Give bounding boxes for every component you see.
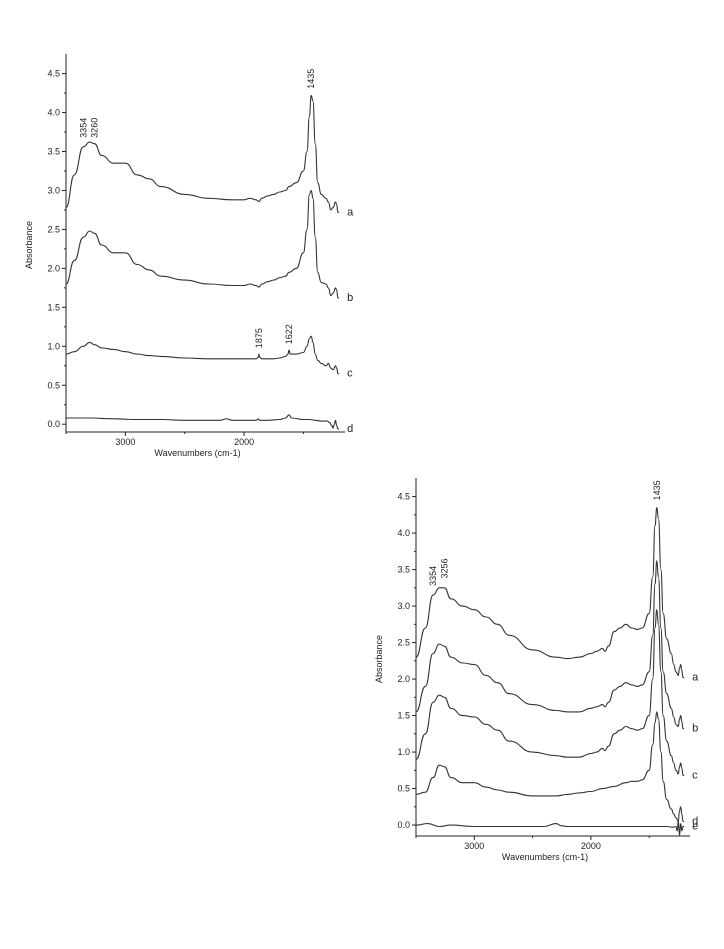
peak-label: 1875: [254, 328, 264, 348]
y-tick-label: 2.5: [47, 224, 60, 234]
series-c-label: c: [347, 368, 353, 380]
series-e-label: e: [692, 821, 698, 833]
series-d-curve: [415, 711, 685, 822]
y-tick-label: 0.5: [47, 380, 60, 390]
y-tick-label: 2.0: [397, 674, 410, 684]
peak-label: 3256: [439, 559, 449, 579]
y-tick-label: 3.0: [397, 601, 410, 611]
x-axis-label: Wavenumbers (cm-1): [154, 448, 240, 458]
x-tick-label: 2000: [581, 841, 601, 851]
series-d-label: d: [347, 423, 353, 435]
series-a-label: a: [692, 672, 699, 684]
series-e-curve: [415, 820, 685, 836]
series-c-label: c: [692, 769, 698, 781]
y-tick-label: 4.5: [47, 69, 60, 79]
y-tick-label: 1.5: [397, 711, 410, 721]
y-axis-label: Absorbance: [374, 635, 384, 683]
x-axis-label: Wavenumbers (cm-1): [502, 852, 588, 862]
peak-label: 3354: [428, 566, 438, 586]
y-tick-label: 3.5: [397, 565, 410, 575]
y-tick-label: 0.0: [47, 419, 60, 429]
series-b-label: b: [692, 723, 698, 735]
y-tick-label: 3.5: [47, 147, 60, 157]
y-tick-label: 0.0: [397, 820, 410, 830]
x-tick-label: 2000: [234, 437, 254, 447]
peak-label: 1435: [306, 69, 316, 89]
series-b-label: b: [347, 292, 353, 304]
y-tick-label: 3.0: [47, 185, 60, 195]
peak-label: 1435: [652, 480, 662, 500]
y-tick-label: 1.0: [397, 747, 410, 757]
series-a-label: a: [347, 206, 354, 218]
series-d-label: d: [692, 815, 698, 827]
series-a-curve: [65, 94, 340, 213]
peak-label: 1622: [284, 324, 294, 344]
series-b-curve: [65, 189, 340, 299]
series-c-curve: [415, 609, 685, 776]
y-tick-label: 4.0: [47, 108, 60, 118]
x-tick-label: 3000: [115, 437, 135, 447]
y-tick-label: 2.5: [397, 638, 410, 648]
y-tick-label: 4.0: [397, 528, 410, 538]
x-tick-label: 3000: [464, 841, 484, 851]
y-tick-label: 4.5: [397, 492, 410, 502]
series-a-curve: [415, 506, 685, 679]
y-tick-label: 2.0: [47, 263, 60, 273]
y-tick-label: 1.5: [47, 302, 60, 312]
series-b-curve: [415, 560, 685, 730]
y-tick-label: 1.0: [47, 341, 60, 351]
peak-label: 3354: [78, 118, 88, 138]
peak-label: 3260: [89, 118, 99, 138]
series-d-curve: [66, 414, 340, 430]
series-c-curve: [65, 335, 340, 375]
y-axis-label: Absorbance: [24, 221, 34, 269]
ir-spectrum-chart-top: 0.0 0.5 1.0 1.5 2.0 2.5 3.0 3.5 4.0 4.5 3000 2000Wa…: [24, 54, 354, 458]
y-tick-label: 0.5: [397, 784, 410, 794]
ir-spectrum-chart-bottom: 0.0 0.5 1.0 1.5 2.0 2.5 3.0 3.5 4.0 4.5 3000 2000Wa…: [374, 478, 699, 862]
